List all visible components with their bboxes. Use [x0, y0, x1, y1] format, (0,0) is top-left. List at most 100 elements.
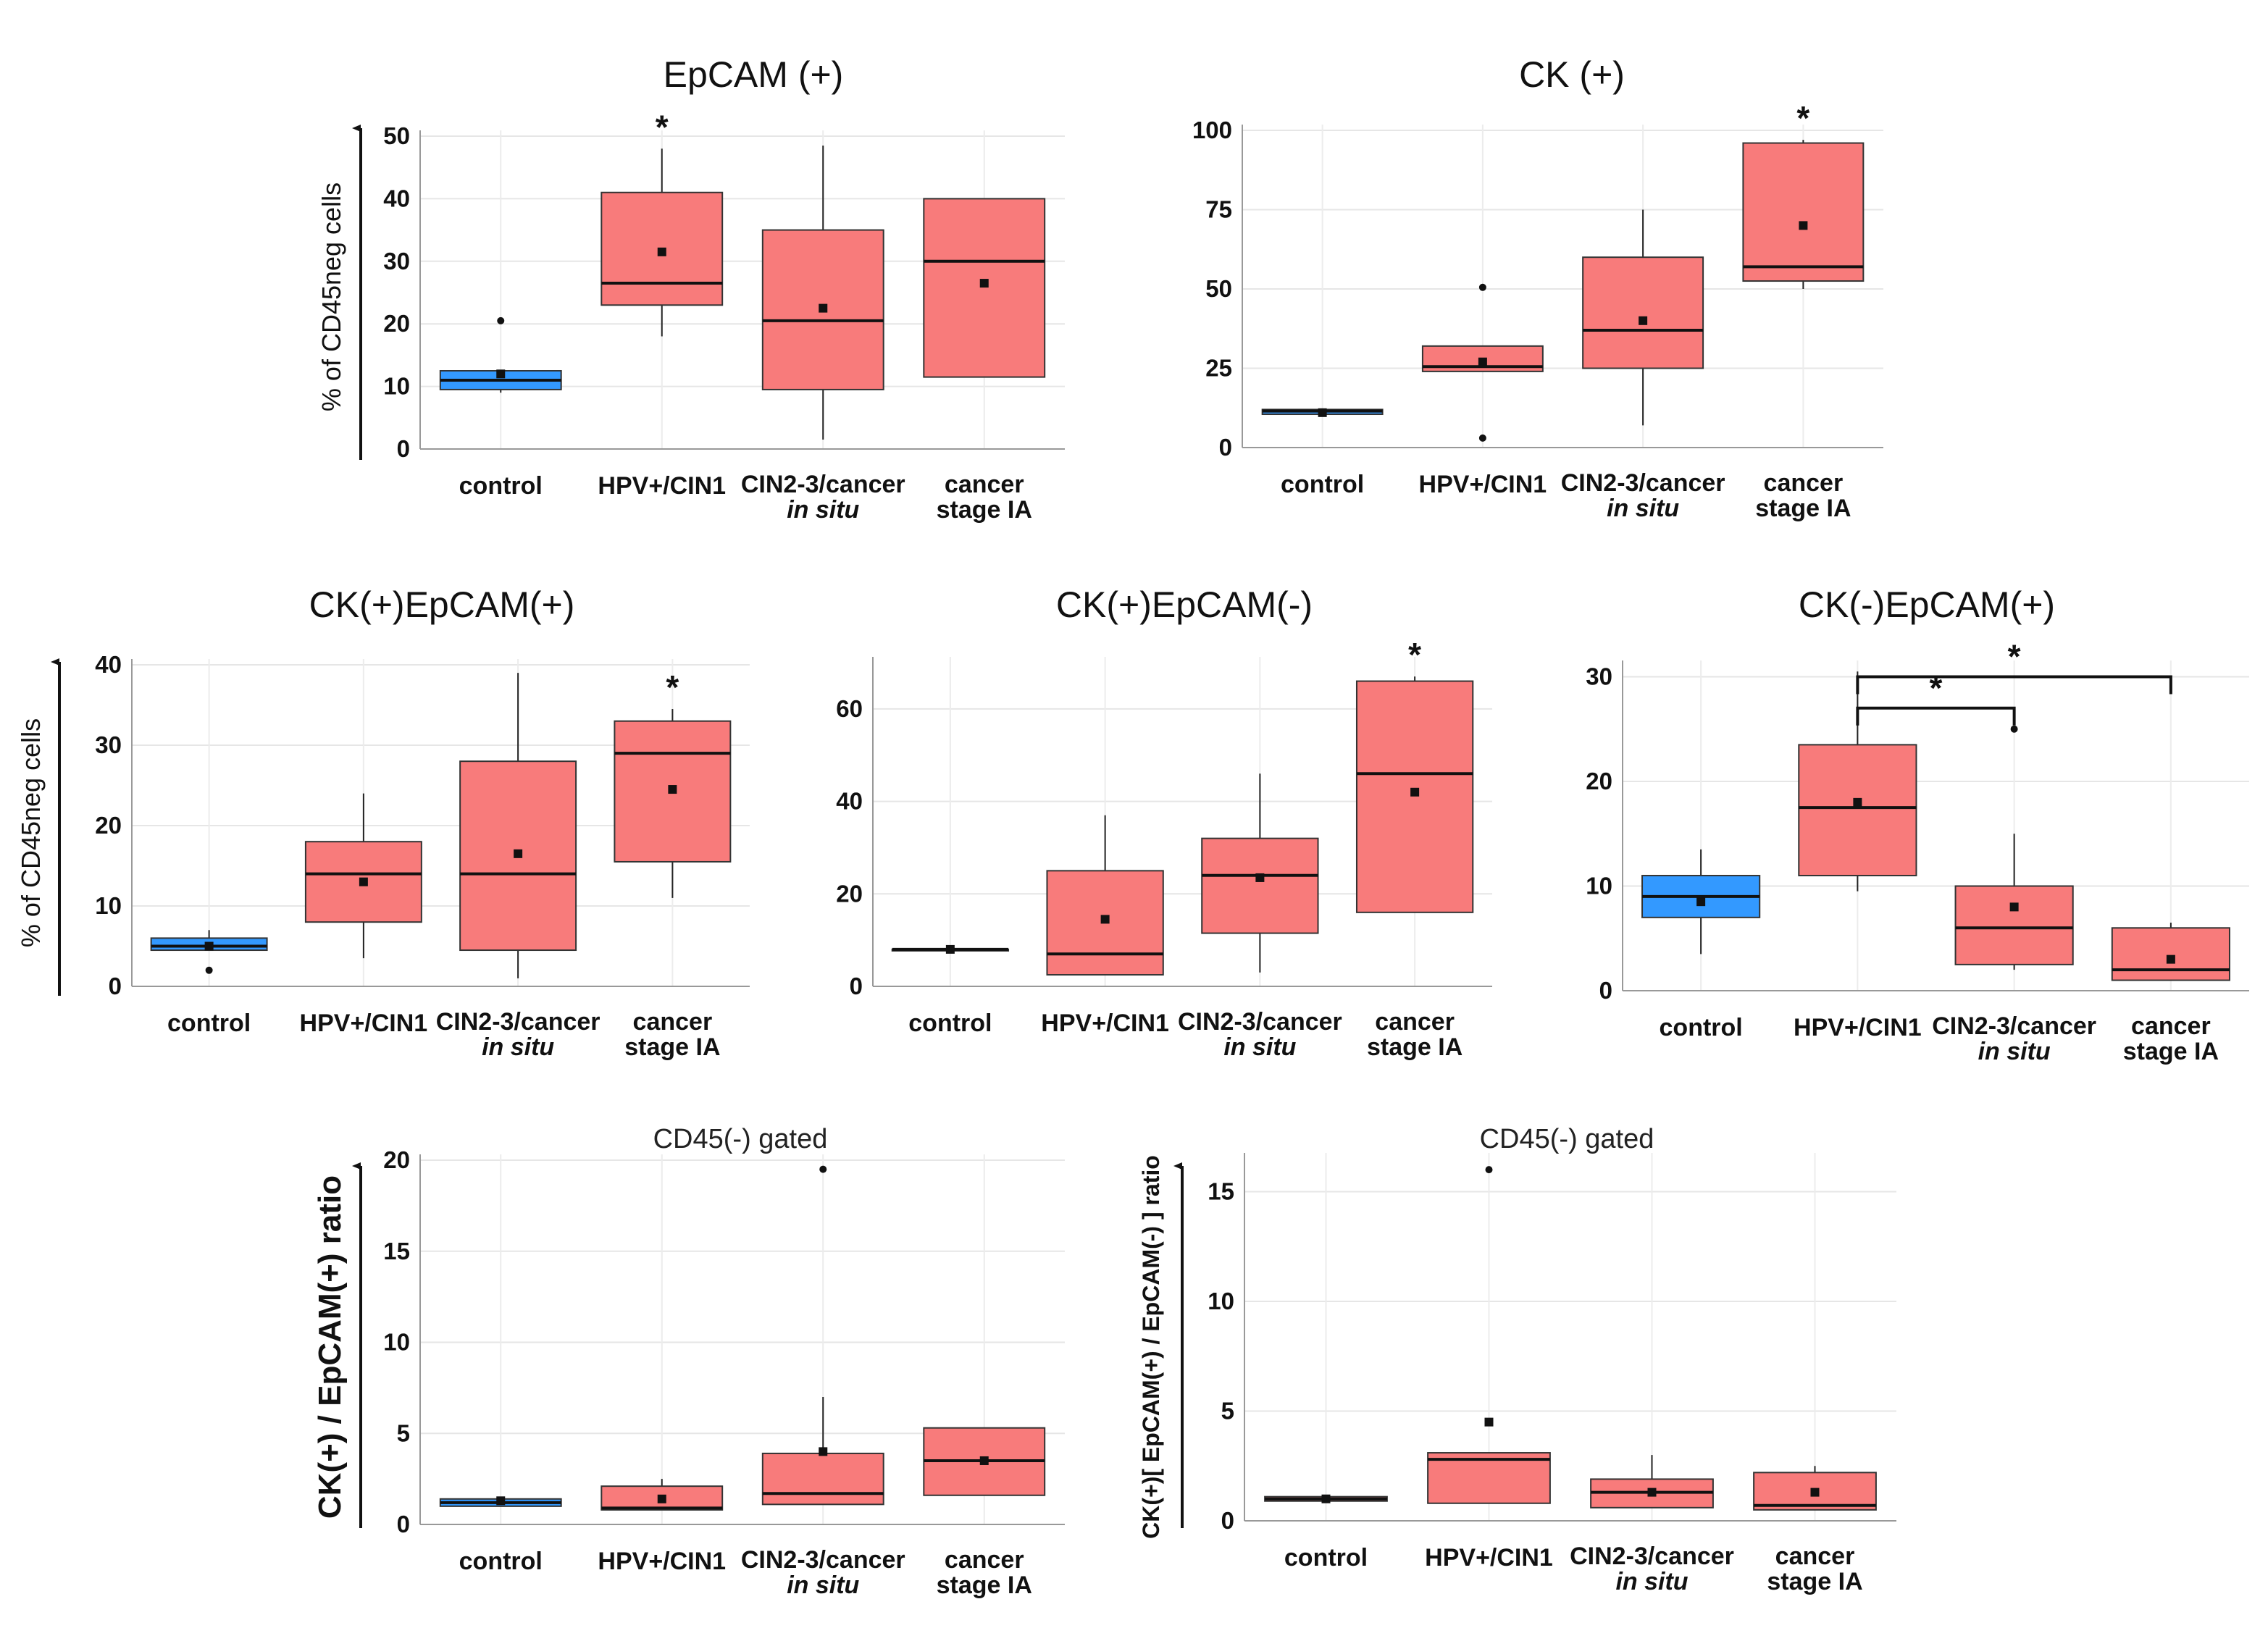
- x-tick-label: cancer: [945, 1546, 1024, 1574]
- y-tick-label: 10: [1586, 872, 1612, 899]
- mean-marker: [204, 941, 214, 951]
- box-iqr: [1798, 744, 1917, 877]
- y-tick-label: 15: [1208, 1178, 1234, 1204]
- box-1: [1421, 283, 1544, 442]
- box-2: [1582, 209, 1704, 426]
- chart-title: CK(+)EpCAM(-): [1056, 584, 1313, 625]
- mean-marker: [1853, 797, 1862, 807]
- box-1: [1798, 671, 1917, 891]
- box-1: [1046, 815, 1164, 976]
- y-tick-label: 10: [1208, 1288, 1234, 1314]
- x-tick-label: CIN2-3/cancer: [1932, 1012, 2096, 1040]
- y-tick-label: 5: [1221, 1397, 1234, 1424]
- chart-epcam: 0 10 20 30 40 50 EpCAM (+) % of CD45neg cells co…: [317, 54, 1065, 524]
- mean-marker: [1255, 873, 1265, 882]
- x-tick-label: CIN2-3/cancer: [1178, 1008, 1342, 1036]
- box-iqr: [1742, 142, 1865, 282]
- x-tick-label: control: [459, 1548, 543, 1575]
- y-tick-label: 40: [383, 185, 410, 211]
- y-tick-label: 40: [836, 788, 863, 815]
- significance-bracket: [1856, 675, 2172, 695]
- chart-ckepneg: 0 20 40 60 CK(+)EpCAM(-) control HPV+/CIN1 CIN2…: [836, 584, 1492, 1061]
- outlier-point: [205, 966, 213, 974]
- y-axis-label: % of CD45neg cells: [317, 182, 346, 411]
- box-0: [891, 944, 1010, 954]
- chart-title: CD45(-) gated: [1480, 1124, 1654, 1154]
- outlier-point: [2010, 725, 2018, 733]
- chart-ratio2: 0 5 10 15 CD45(-) gated CK(+)[ EpCAM(+) / EpC…: [1138, 1124, 1896, 1595]
- mean-marker: [1799, 221, 1808, 230]
- x-tick-label: HPV+/CIN1: [1419, 471, 1547, 498]
- chart-title: EpCAM (+): [664, 54, 844, 95]
- x-tick-label-line2: in situ: [1607, 495, 1679, 522]
- x-tick-label: cancer: [2131, 1012, 2211, 1040]
- y-axis-label: % of CD45neg cells: [16, 718, 46, 947]
- significance-star: *: [656, 108, 669, 146]
- mean-marker: [1639, 316, 1648, 325]
- y-tick-label: 20: [836, 880, 863, 907]
- mean-marker: [979, 1456, 989, 1465]
- x-tick-label-line2: in situ: [482, 1033, 554, 1061]
- mean-marker: [2166, 954, 2175, 964]
- x-tick-label: CIN2-3/cancer: [436, 1008, 601, 1036]
- box-2: [1201, 773, 1319, 973]
- outlier-point: [497, 316, 505, 324]
- box-3: [923, 198, 1046, 378]
- mean-marker: [1478, 357, 1487, 366]
- x-tick-label: cancer: [1375, 1008, 1455, 1036]
- mean-marker: [668, 785, 677, 794]
- x-tick-label: CIN2-3/cancer: [741, 1546, 905, 1574]
- y-tick-label: 20: [383, 310, 410, 337]
- chart-title: CD45(-) gated: [653, 1124, 828, 1154]
- box-3: [923, 1427, 1046, 1496]
- x-tick-label-line2: in situ: [787, 496, 859, 524]
- box-0: [1264, 1494, 1388, 1503]
- box-iqr: [1582, 256, 1704, 369]
- chart-ratio1: 0 5 10 15 20 CD45(-) gated CK(+) / EpCAM(+) ra…: [312, 1124, 1065, 1599]
- chart-cknegep: 0 10 20 30 CK(-)EpCAM(+) control HPV+/CIN1 CIN2…: [1586, 584, 2249, 1065]
- mean-marker: [1100, 915, 1110, 924]
- y-tick-label: 0: [397, 1511, 410, 1537]
- x-tick-label-line2: stage IA: [1367, 1033, 1463, 1061]
- x-tick-label: cancer: [1775, 1543, 1855, 1570]
- box-3: [1355, 676, 1474, 913]
- box-1: [304, 793, 422, 959]
- chart-ck: 0 25 50 75 100 CK (+) control HPV+/CIN1 CIN2-3/c…: [1192, 54, 1883, 522]
- y-tick-label: 10: [383, 373, 410, 400]
- mean-marker: [979, 279, 989, 288]
- box-2: [1954, 725, 2074, 970]
- y-tick-label: 50: [1205, 275, 1232, 302]
- y-tick-label: 0: [1219, 434, 1232, 461]
- chart-title: CK(+)EpCAM(+): [309, 584, 575, 625]
- outlier-point: [1478, 283, 1486, 291]
- box-1: [1427, 1166, 1551, 1504]
- box-iqr: [1046, 870, 1164, 976]
- x-tick-label-line2: in situ: [1615, 1568, 1688, 1595]
- x-tick-label: control: [1284, 1544, 1368, 1572]
- y-tick-label: 100: [1192, 117, 1232, 143]
- y-tick-label: 10: [95, 892, 122, 919]
- significance-star: *: [2008, 637, 2021, 675]
- x-tick-label-line2: stage IA: [624, 1033, 720, 1061]
- x-tick-label: CIN2-3/cancer: [741, 471, 905, 498]
- box-0: [439, 316, 562, 393]
- box-0: [150, 930, 268, 974]
- mean-marker: [1810, 1488, 1820, 1497]
- x-tick-label: control: [908, 1010, 992, 1037]
- mean-marker: [1696, 897, 1706, 907]
- x-tick-label: HPV+/CIN1: [1794, 1014, 1922, 1041]
- box-iqr: [1201, 837, 1319, 934]
- mean-marker: [657, 1494, 666, 1503]
- box-iqr: [1355, 680, 1474, 913]
- mean-marker: [819, 303, 828, 313]
- x-tick-label: HPV+/CIN1: [598, 1548, 726, 1575]
- mean-marker: [1321, 1494, 1331, 1503]
- x-tick-label: control: [459, 472, 543, 500]
- x-tick-label: control: [167, 1010, 251, 1037]
- box-2: [1590, 1455, 1714, 1509]
- significance-star: *: [1930, 669, 1943, 707]
- box-iqr: [761, 1452, 884, 1506]
- x-tick-label-line2: stage IA: [2123, 1038, 2219, 1065]
- y-tick-label: 30: [1586, 663, 1612, 689]
